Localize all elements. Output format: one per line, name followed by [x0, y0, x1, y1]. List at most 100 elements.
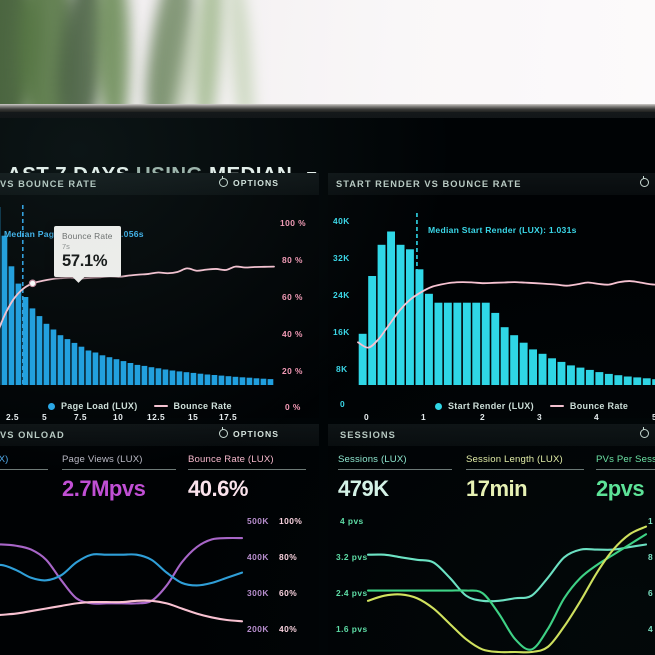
legend-dot-icon — [435, 402, 442, 410]
gear-icon — [218, 176, 228, 187]
y-axis-tick-right: 80% — [279, 552, 298, 562]
x-axis-tick: 2 — [480, 412, 486, 422]
legend-start-render: Start Render (LUX) Bounce Rate — [435, 401, 628, 411]
metric-label: Bounce Rate (LUX) — [188, 454, 274, 465]
tooltip-subtitle: 7s — [62, 242, 70, 251]
tooltip-value: 57.1% — [62, 252, 108, 270]
y-axis-tick-right: 60% — [279, 588, 298, 598]
y-axis-tick: 0 % — [285, 402, 301, 412]
y-axis-tick-left: 200K — [247, 624, 269, 634]
y-axis-tick-left: 400K — [247, 552, 269, 562]
metric-onload[interactable]: LUX) — [0, 454, 48, 476]
x-axis-tick: 7.5 — [74, 412, 87, 422]
legend-item[interactable]: Start Render (LUX) — [435, 401, 534, 411]
legend-line-icon — [153, 404, 168, 408]
panel-page-views-vs-bounce-rate: VS BOUNCE RATE OPTIONS Median Page Load … — [0, 173, 319, 422]
y-axis-tick: 4 pvs — [340, 516, 364, 526]
legend-label: Page Load (LUX) — [61, 401, 138, 411]
metric-value: 479K — [338, 476, 389, 501]
x-axis-tick: 3 — [537, 412, 543, 422]
x-axis-tick: 1 — [421, 412, 427, 422]
metric-rule — [62, 469, 176, 470]
metric-page-views[interactable]: Page Views (LUX) 2.7Mpvs — [62, 454, 176, 502]
bounce-rate-tooltip: Bounce Rate 7s 57.1% — [54, 226, 121, 283]
metric-value: 2.7Mpvs — [62, 476, 146, 501]
x-axis-tick: 5 — [42, 412, 48, 422]
metric-rule — [596, 469, 655, 470]
options-button[interactable]: OPTIONS — [218, 427, 279, 439]
y-axis-tick-left: 300K — [247, 588, 269, 598]
metric-value: 40.6% — [188, 476, 248, 501]
y-axis-tick-left: 500K — [247, 516, 269, 526]
legend-item[interactable]: Page Load (LUX) — [48, 401, 138, 411]
panel-header — [0, 173, 319, 195]
y-axis-tick: 24K — [333, 290, 350, 300]
y-axis-tick: 20 % — [282, 366, 303, 376]
x-axis-tick: 17.5 — [219, 412, 238, 422]
legend-line-icon — [549, 404, 564, 408]
panel-sessions: SESSIONS Sessions (LUX) 479K Session Len… — [328, 424, 655, 655]
metric-value: 2pvs — [596, 476, 645, 501]
panel-title: SESSIONS — [340, 430, 396, 440]
legend-label: Bounce Rate — [173, 401, 232, 411]
y-axis-tick-right: 6 — [648, 588, 654, 598]
legend-dot-icon — [48, 402, 55, 410]
page-load-histogram[interactable] — [0, 199, 319, 414]
metric-label: PVs Per Session — [596, 454, 655, 465]
metric-label: Sessions (LUX) — [338, 454, 407, 465]
metric-session-length[interactable]: Session Length (LUX) 17min — [466, 454, 584, 502]
metric-rule — [188, 469, 306, 470]
metric-label: Session Length (LUX) — [466, 454, 563, 465]
metric-rule — [466, 469, 584, 470]
legend-page-load: Page Load (LUX) Bounce Rate — [48, 401, 232, 411]
x-axis-tick: 2.5 — [6, 412, 19, 422]
options-button[interactable] — [640, 176, 654, 188]
sessions-lines[interactable] — [328, 520, 655, 655]
y-axis-tick-right: 40% — [279, 624, 298, 634]
metric-pvs-per-session[interactable]: PVs Per Session 2pvs — [596, 454, 655, 502]
panel-views-vs-onload: VS ONLOAD OPTIONS LUX) Page Views (LUX) … — [0, 424, 319, 655]
metric-label: LUX) — [0, 454, 9, 465]
legend-item[interactable]: Bounce Rate — [549, 401, 629, 411]
options-label: OPTIONS — [232, 429, 279, 439]
y-axis-tick: 100 % — [280, 218, 306, 228]
metric-rule — [338, 469, 452, 470]
metric-label: Page Views (LUX) — [62, 454, 143, 465]
background-haze — [0, 0, 655, 112]
views-vs-onload-lines[interactable] — [0, 520, 319, 655]
dashboard-screen: LAST 7 DAYS USING MEDIAN ▾ VS BOUNCE RAT… — [0, 118, 655, 655]
metric-sessions[interactable]: Sessions (LUX) 479K — [338, 454, 452, 502]
options-button[interactable]: OPTIONS — [218, 176, 279, 188]
legend-label: Bounce Rate — [569, 401, 629, 411]
y-axis-tick: 3.2 pvs — [336, 552, 368, 562]
panel-title: VS ONLOAD — [0, 430, 65, 440]
x-axis-tick: 15 — [188, 412, 199, 422]
legend-item[interactable]: Bounce Rate — [153, 401, 232, 411]
y-axis-tick: 40K — [333, 216, 350, 226]
options-button[interactable] — [640, 427, 654, 439]
x-axis-tick: 5 — [652, 412, 655, 422]
panel-header — [328, 173, 655, 195]
gear-icon — [218, 427, 228, 438]
x-axis-tick: 0 — [364, 412, 370, 422]
metric-bounce-rate[interactable]: Bounce Rate (LUX) 40.6% — [188, 454, 306, 502]
y-axis-tick: 2.4 pvs — [336, 588, 368, 598]
y-axis-tick: 32K — [333, 253, 350, 263]
y-axis-tick: 0 — [340, 399, 346, 409]
y-axis-tick: 40 % — [282, 329, 303, 339]
panel-start-render-vs-bounce-rate: START RENDER VS BOUNCE RATE Median Start… — [328, 173, 655, 422]
y-axis-tick: 1.6 pvs — [336, 624, 368, 634]
gear-icon — [640, 176, 649, 187]
laptop-lid-edge — [0, 104, 655, 113]
start-render-histogram[interactable] — [328, 199, 655, 414]
y-axis-tick: 16K — [333, 327, 350, 337]
y-axis-tick-right: 100% — [279, 516, 303, 526]
median-start-render-annotation: Median Start Render (LUX): 1.031s — [428, 225, 577, 235]
panel-header — [0, 424, 319, 446]
y-axis-tick: 80 % — [282, 255, 303, 265]
legend-label: Start Render (LUX) — [448, 401, 534, 411]
x-axis-tick: 12.5 — [147, 412, 166, 422]
x-axis-tick: 4 — [594, 412, 600, 422]
metric-value: 17min — [466, 476, 528, 501]
